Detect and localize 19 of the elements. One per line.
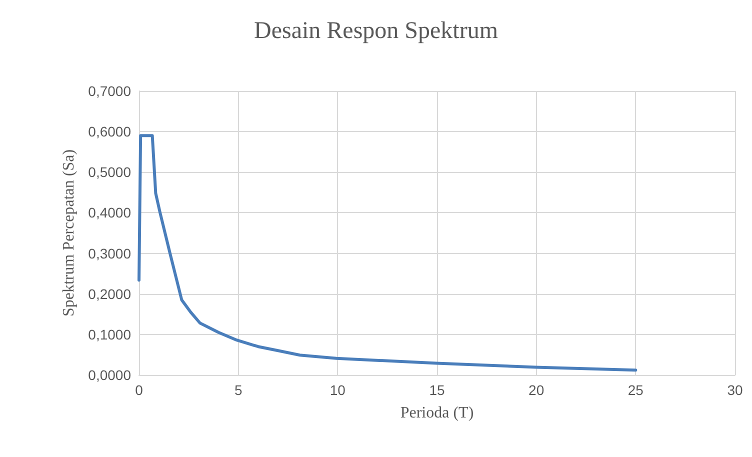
x-tick-label: 15 [429, 382, 445, 398]
y-tick-label: 0,6000 [88, 124, 132, 140]
y-tick-label: 0,0000 [88, 367, 132, 383]
x-tick-label: 20 [528, 382, 544, 398]
y-tick-label: 0,4000 [88, 204, 132, 221]
line-series [138, 134, 638, 372]
x-tick-label: 5 [234, 382, 242, 398]
y-tick-label: 0,3000 [88, 245, 132, 262]
x-tick-label: 10 [330, 382, 346, 398]
x-axis-title: Perioda (T) [400, 404, 474, 422]
x-tick-label: 0 [135, 382, 144, 398]
chart-title: Desain Respon Spektrum [254, 18, 498, 44]
y-tick-label: 0,2000 [88, 286, 132, 302]
y-axis-title: Spektrum Percepatan (Sa) [60, 149, 78, 317]
x-tick-label: 25 [628, 382, 644, 398]
x-tick-label: 30 [727, 382, 743, 398]
y-tick-label: 0,5000 [88, 164, 132, 180]
y-tick-label: 0,1000 [88, 326, 132, 342]
y-tick-label: 0,7000 [88, 83, 132, 99]
